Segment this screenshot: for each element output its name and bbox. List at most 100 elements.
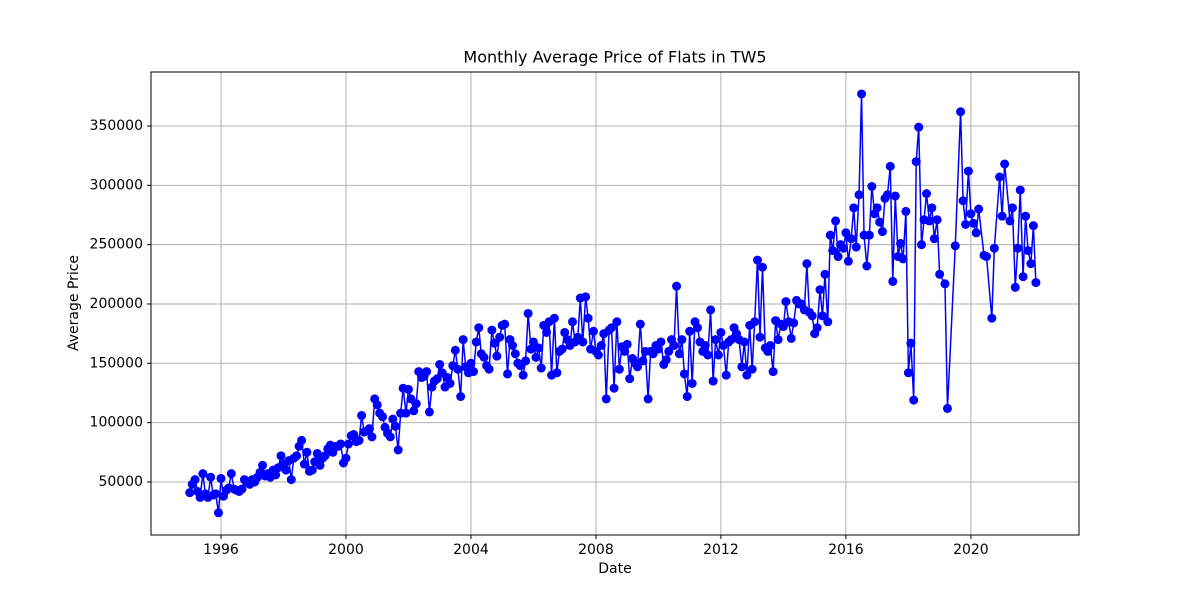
price-point — [581, 292, 591, 302]
price-point — [1000, 159, 1010, 169]
price-point — [966, 209, 976, 219]
price-point — [906, 338, 916, 348]
price-point — [854, 190, 864, 200]
price-point — [958, 196, 968, 206]
price-point — [450, 345, 460, 355]
price-point — [1015, 185, 1025, 195]
price-point — [1013, 243, 1023, 253]
price-point — [747, 364, 757, 374]
x-tick-label: 1996 — [203, 542, 239, 558]
price-point — [700, 341, 710, 351]
price-point — [742, 370, 752, 380]
price-point — [849, 203, 859, 213]
price-point — [901, 206, 911, 216]
price-point — [888, 276, 898, 286]
price-point — [622, 339, 632, 349]
price-point — [401, 408, 411, 418]
price-point — [890, 191, 900, 201]
price-point — [656, 337, 666, 347]
price-point — [341, 453, 351, 463]
x-tick-label: 2012 — [703, 542, 739, 558]
price-point — [716, 327, 726, 337]
price-point — [508, 341, 518, 351]
price-point — [393, 445, 403, 455]
price-point — [526, 344, 536, 354]
price-point — [609, 383, 619, 393]
price-point — [940, 279, 950, 289]
price-point — [456, 392, 466, 402]
price-point — [518, 370, 528, 380]
price-point — [846, 234, 856, 244]
price-point — [956, 107, 966, 117]
price-point — [903, 368, 913, 378]
price-point — [935, 269, 945, 279]
price-point — [557, 344, 567, 354]
price-point — [857, 89, 867, 99]
price-point — [1005, 216, 1015, 226]
price-point — [677, 335, 687, 345]
price-point — [968, 218, 978, 228]
price-point — [336, 439, 346, 449]
price-point — [378, 412, 388, 422]
price-point — [364, 424, 374, 434]
price-point — [432, 374, 442, 384]
price-point — [292, 451, 302, 461]
price-point — [534, 343, 544, 353]
price-point — [500, 319, 510, 329]
price-point — [492, 351, 502, 361]
price-point — [388, 414, 398, 424]
x-tick-label: 2000 — [328, 542, 364, 558]
price-point — [607, 323, 617, 333]
price-point — [703, 350, 713, 360]
price-point — [932, 215, 942, 225]
price-point — [354, 435, 364, 445]
price-point — [739, 337, 749, 347]
price-point — [1023, 246, 1033, 256]
price-point — [843, 256, 853, 266]
price-point — [510, 349, 520, 359]
price-point — [213, 508, 223, 518]
price-point — [924, 216, 934, 226]
x-tick-label: 2020 — [953, 542, 989, 558]
y-axis-label: Average Price — [66, 255, 82, 351]
price-point — [503, 369, 513, 379]
price-point — [914, 122, 924, 132]
price-point — [286, 475, 296, 485]
price-point — [471, 337, 481, 347]
price-point — [961, 219, 971, 229]
price-point — [687, 378, 697, 388]
price-point — [620, 346, 630, 356]
x-tick-label: 2016 — [828, 542, 864, 558]
price-point — [302, 447, 312, 457]
price-point — [974, 204, 984, 214]
price-point — [614, 364, 624, 374]
price-point — [390, 421, 400, 431]
price-point — [877, 227, 887, 237]
price-point — [757, 262, 767, 272]
price-point — [422, 367, 432, 377]
plot-frame — [150, 71, 1080, 536]
price-point — [357, 411, 367, 421]
price-point — [838, 243, 848, 253]
price-point — [560, 327, 570, 337]
price-point — [385, 432, 395, 442]
price-point — [1028, 221, 1038, 231]
price-point — [765, 341, 775, 351]
price-point — [625, 374, 635, 384]
price-point — [807, 311, 817, 321]
price-point — [674, 349, 684, 359]
price-point — [1007, 203, 1017, 213]
price-point — [982, 252, 992, 262]
price-point — [479, 352, 489, 362]
price-point — [692, 323, 702, 333]
price-point — [768, 367, 778, 377]
price-point — [536, 363, 546, 373]
price-point — [828, 246, 838, 256]
price-point — [185, 488, 195, 498]
price-point — [922, 189, 932, 199]
y-tick-label: 50000 — [98, 474, 143, 490]
price-point — [523, 308, 533, 318]
price-point — [917, 240, 927, 250]
price-point — [682, 392, 692, 402]
